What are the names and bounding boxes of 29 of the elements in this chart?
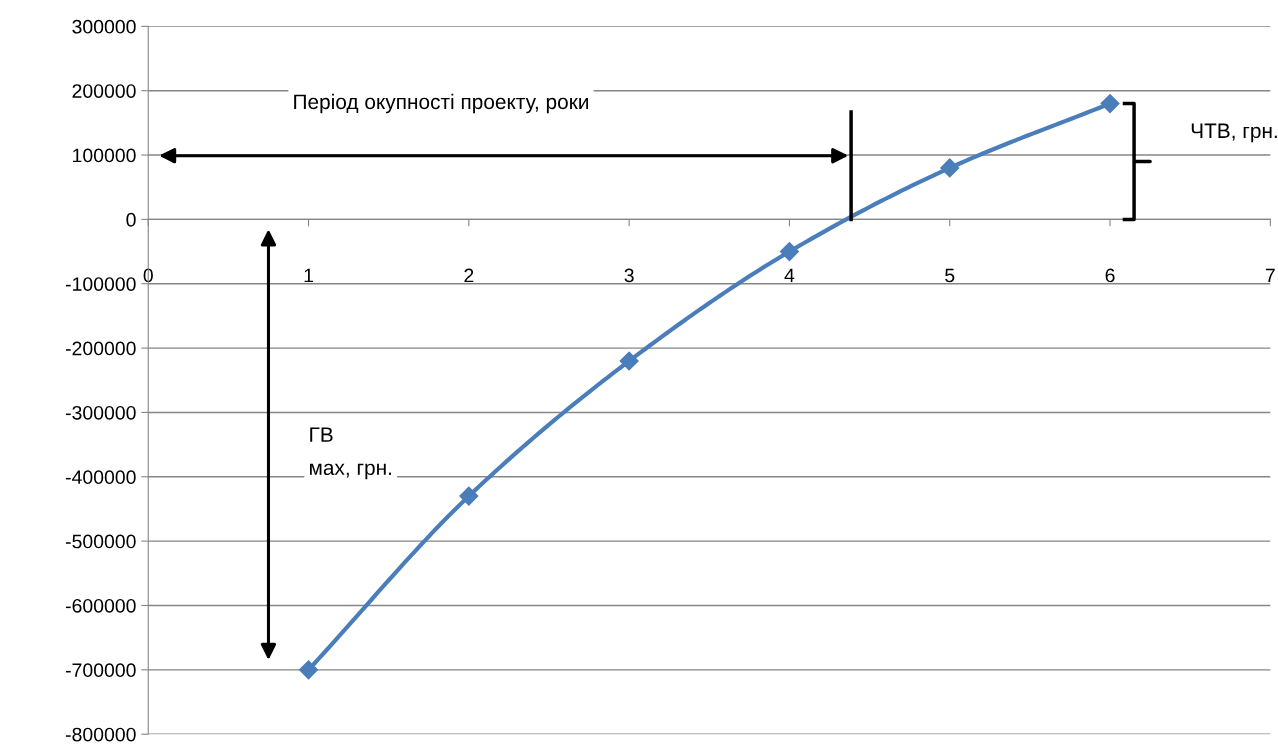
x-tick-label: 7 <box>1265 268 1275 283</box>
point <box>619 351 639 371</box>
point <box>940 158 960 178</box>
y-tick-label: -500000 <box>65 534 136 549</box>
x-tick-label: 6 <box>1105 268 1115 283</box>
x-tick-label: 1 <box>304 268 313 283</box>
y-tick-label: -200000 <box>65 341 136 356</box>
y-tick-label: 0 <box>126 212 136 227</box>
x-tick-label: 3 <box>624 268 634 283</box>
point <box>779 242 799 262</box>
x-tick-label: 2 <box>464 268 474 283</box>
y-tick-label: -100000 <box>65 277 136 291</box>
y-tick-label: 200000 <box>72 84 136 98</box>
y-tick-label: -600000 <box>65 598 136 613</box>
x-tick-label: 4 <box>784 268 795 283</box>
y-tick-label: -400000 <box>65 470 136 485</box>
x-tick-label: 0 <box>143 268 153 283</box>
y-tick-label: -300000 <box>65 405 136 420</box>
annotation: Період окупності проекту, роки <box>294 93 589 114</box>
y-tick-label: -800000 <box>65 727 136 742</box>
y-tick-label: -700000 <box>65 663 136 678</box>
x-tick-label: 5 <box>945 268 955 283</box>
point <box>299 660 319 680</box>
y-tick-label: 300000 <box>72 19 136 34</box>
point <box>459 486 479 506</box>
point <box>1100 94 1120 114</box>
y-tick-label: 100000 <box>73 148 136 163</box>
annotation: ГВ мах, грн. <box>309 427 392 480</box>
annotation: ЧТВ, грн. <box>1191 123 1277 143</box>
